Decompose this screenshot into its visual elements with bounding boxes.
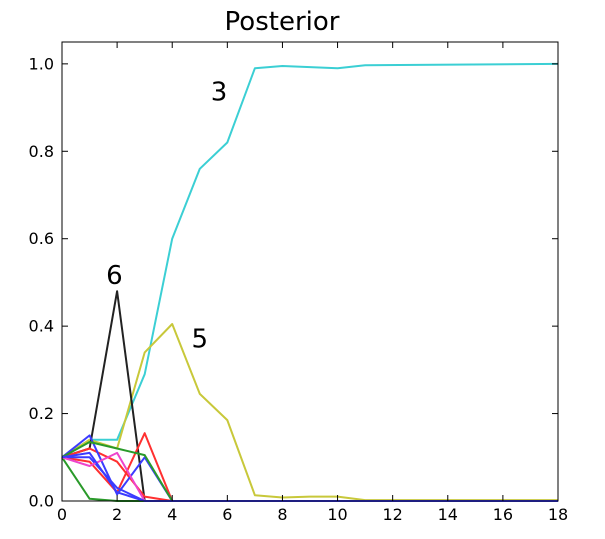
x-tick-label: 16 — [493, 505, 513, 524]
x-tick-label: 18 — [548, 505, 568, 524]
y-tick-label: 0.2 — [29, 404, 54, 423]
x-tick-label: 6 — [222, 505, 232, 524]
x-tick-label: 4 — [167, 505, 177, 524]
x-tick-label: 14 — [438, 505, 458, 524]
annotation-label-1: 5 — [192, 324, 209, 354]
annotation-layer: 3 5 6 — [106, 77, 227, 354]
chart-title: Posterior — [225, 7, 340, 37]
x-tick-label: 8 — [277, 505, 287, 524]
series-line-6 — [62, 456, 558, 502]
y-tick-label: 0.4 — [29, 317, 54, 336]
y-tick-label: 0.0 — [29, 492, 54, 511]
x-axis: 0 2 4 6 8 10 12 14 16 18 — [57, 42, 568, 524]
series-line-1 — [61, 323, 558, 502]
series-line-0 — [61, 62, 559, 459]
y-tick-label: 0.6 — [29, 229, 54, 248]
series-line-9 — [61, 451, 558, 502]
y-tick-label: 1.0 — [29, 54, 54, 73]
x-tick-label: 12 — [382, 505, 402, 524]
y-axis: 0.0 0.2 0.4 0.6 0.8 1.0 — [29, 54, 558, 511]
x-tick-label: 2 — [112, 505, 122, 524]
series-layer — [61, 62, 559, 502]
annotation-label-0: 3 — [211, 77, 228, 107]
plot-frame — [61, 41, 559, 502]
series-line-7 — [61, 456, 558, 502]
x-tick-label: 10 — [327, 505, 347, 524]
series-line-10 — [61, 451, 558, 502]
annotation-label-2: 6 — [106, 261, 123, 291]
y-tick-label: 0.8 — [29, 142, 54, 161]
x-tick-label: 0 — [57, 505, 67, 524]
series-line-4 — [61, 447, 558, 502]
